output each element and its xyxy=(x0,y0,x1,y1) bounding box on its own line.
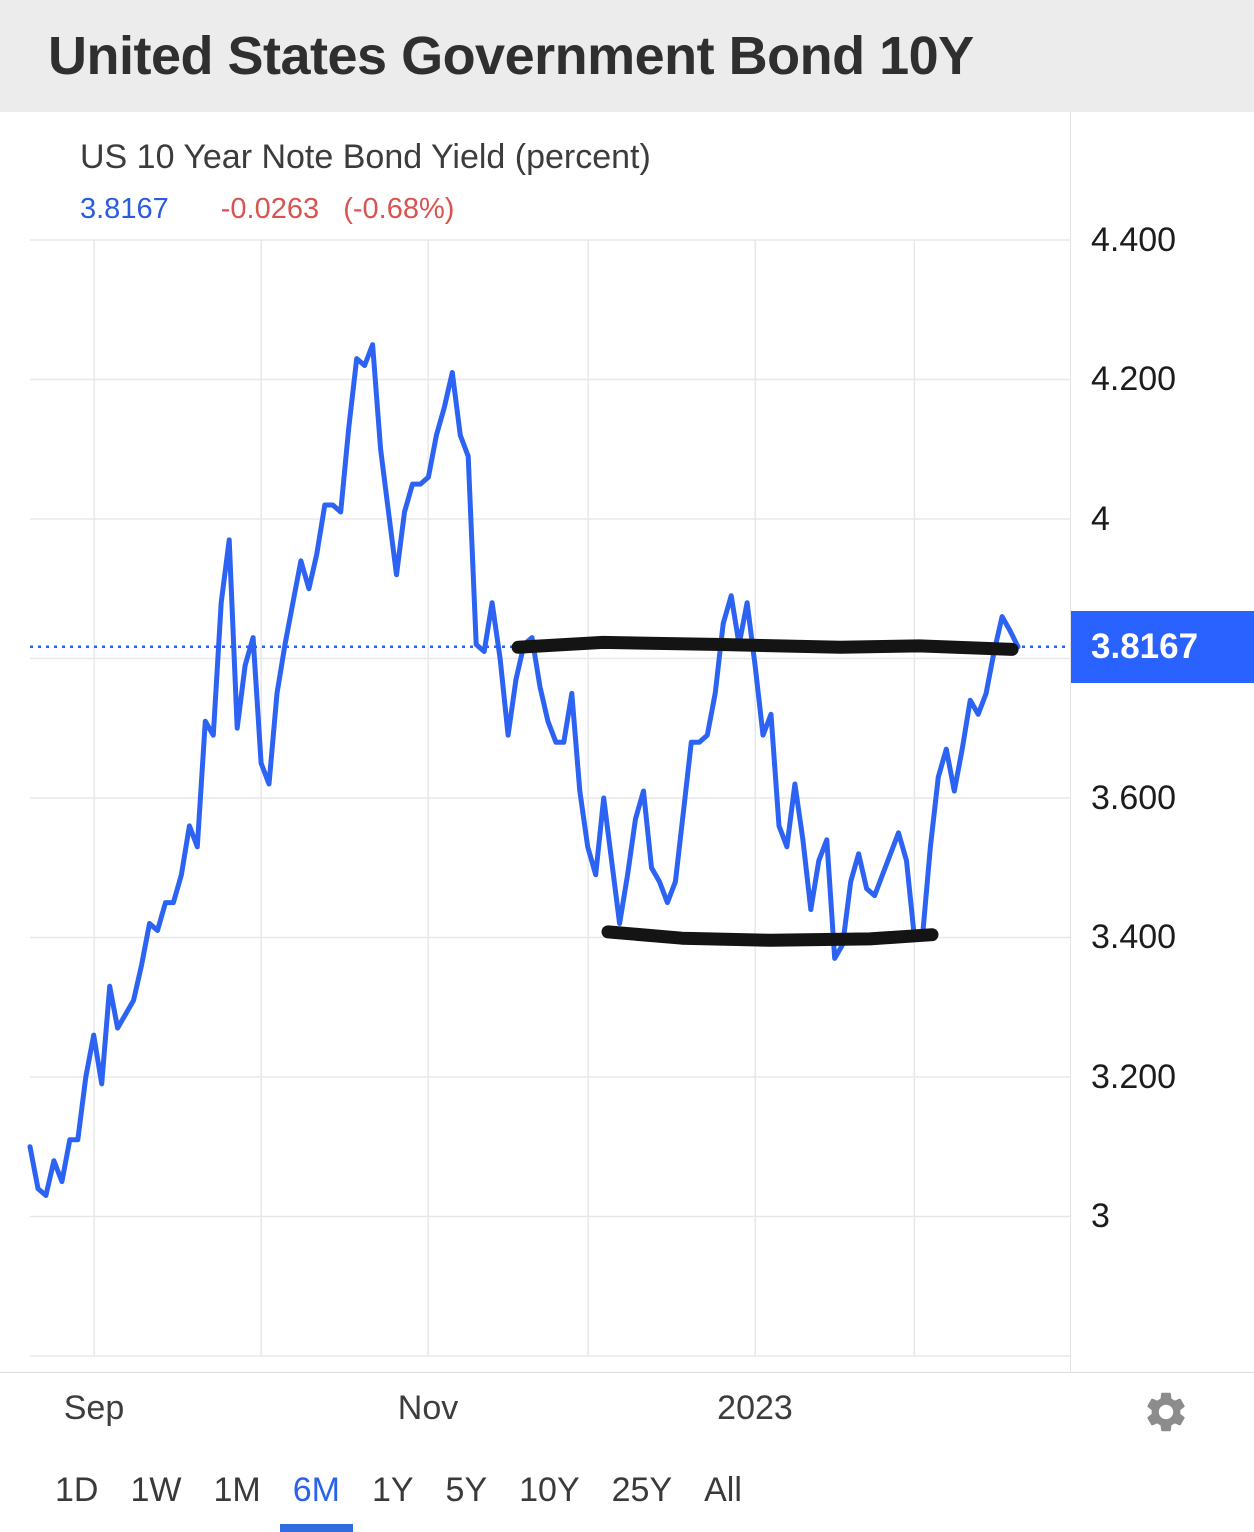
range-option-1w[interactable]: 1W xyxy=(117,1448,194,1532)
y-axis-label: 4.200 xyxy=(1091,360,1177,399)
current-value: 3.8167 xyxy=(80,193,169,225)
range-options: 1D 1W 1M 6M 1Y 5Y 10Y 25Y All xyxy=(0,1448,1254,1532)
range-option-1m[interactable]: 1M xyxy=(200,1448,273,1532)
drawn-horizontal-line-lower xyxy=(601,925,939,947)
y-axis-label: 3.200 xyxy=(1091,1057,1177,1096)
page-title: United States Government Bond 10Y xyxy=(48,26,974,86)
range-option-6m[interactable]: 6M xyxy=(280,1448,353,1532)
chart-title: US 10 Year Note Bond Yield (percent) xyxy=(80,138,651,176)
x-axis-label: 2023 xyxy=(717,1389,793,1427)
value-change: -0.0263 xyxy=(220,193,320,225)
range-selector: 1D 1W 1M 6M 1Y 5Y 10Y 25Y All xyxy=(0,1448,1254,1532)
page-header: United States Government Bond 10Y xyxy=(0,0,1254,112)
range-option-1d[interactable]: 1D xyxy=(42,1448,111,1532)
y-axis-label: 4 xyxy=(1091,499,1110,538)
chart-region: US 10 Year Note Bond Yield (percent) 3.8… xyxy=(0,112,1254,1372)
x-axis-label: Sep xyxy=(63,1389,125,1427)
x-axis-row: Sep Nov 2023 xyxy=(0,1372,1254,1449)
grid-lines xyxy=(30,239,1070,1357)
value-change-percent: (-0.68%) xyxy=(343,193,455,225)
y-axis-label: 4.400 xyxy=(1091,220,1177,259)
range-option-25y[interactable]: 25Y xyxy=(599,1448,686,1532)
range-option-all[interactable]: All xyxy=(691,1448,755,1532)
chart-values-row: 3.8167 -0.0263 (-0.68%) xyxy=(80,193,651,226)
gear-icon xyxy=(1142,1388,1192,1436)
y-axis-label: 3.400 xyxy=(1091,918,1177,957)
range-option-1y[interactable]: 1Y xyxy=(359,1448,427,1532)
chart-legend: US 10 Year Note Bond Yield (percent) 3.8… xyxy=(80,138,651,226)
range-option-5y[interactable]: 5Y xyxy=(433,1448,501,1532)
chart-plot-area[interactable] xyxy=(0,112,1070,1372)
y-axis-label: 3 xyxy=(1091,1197,1110,1236)
x-axis-label: Nov xyxy=(397,1389,459,1427)
current-value-axis-badge: 3.8167 xyxy=(1071,610,1254,683)
active-range-underline xyxy=(280,1524,353,1532)
chart-settings-button[interactable] xyxy=(1142,1387,1192,1437)
y-axis: 3.8167 4.400 4.200 4 3.600 3.400 3.200 3 xyxy=(1070,112,1254,1372)
y-axis-label: 3.600 xyxy=(1091,778,1177,817)
drawn-horizontal-line-upper xyxy=(511,635,1019,656)
range-option-10y[interactable]: 10Y xyxy=(506,1448,593,1532)
yield-line xyxy=(27,342,1021,1198)
